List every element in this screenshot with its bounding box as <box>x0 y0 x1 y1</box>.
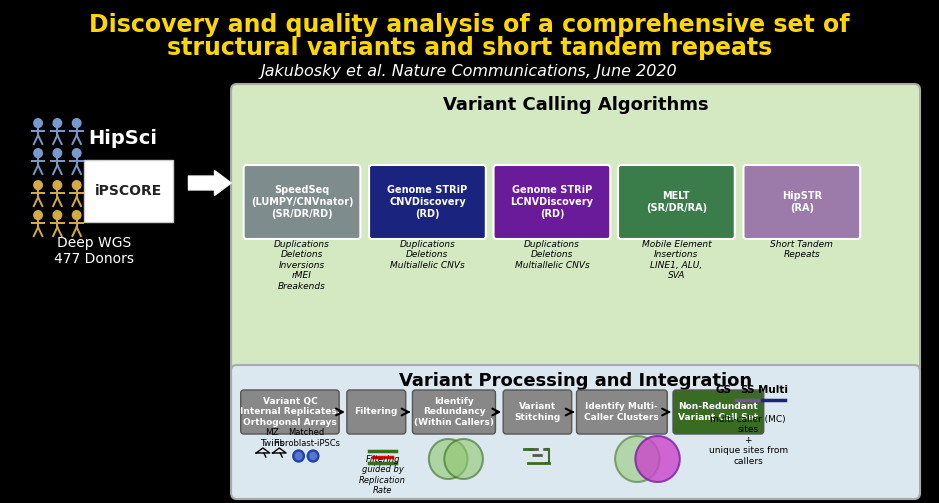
FancyBboxPatch shape <box>85 160 173 222</box>
Text: HipSci: HipSci <box>88 128 158 147</box>
FancyBboxPatch shape <box>494 165 610 239</box>
Text: Variant QC
Internal Replicates,
Orthogonal Arrays: Variant QC Internal Replicates, Orthogon… <box>239 397 340 427</box>
Circle shape <box>295 453 302 460</box>
Text: Genome STRiP
LCNVDiscovery
(RD): Genome STRiP LCNVDiscovery (RD) <box>511 186 593 219</box>
Circle shape <box>54 119 62 127</box>
FancyBboxPatch shape <box>240 390 339 434</box>
Text: GS: GS <box>716 385 731 395</box>
FancyBboxPatch shape <box>503 390 572 434</box>
FancyBboxPatch shape <box>369 165 485 239</box>
FancyBboxPatch shape <box>744 165 860 239</box>
Circle shape <box>34 181 42 190</box>
Circle shape <box>54 211 62 219</box>
Text: Variant
Stitching: Variant Stitching <box>515 402 561 422</box>
Circle shape <box>310 453 316 460</box>
FancyBboxPatch shape <box>673 390 763 434</box>
Circle shape <box>54 149 62 157</box>
FancyBboxPatch shape <box>577 390 668 434</box>
Text: Identify Multi-
Caller Clusters: Identify Multi- Caller Clusters <box>584 402 659 422</box>
Text: Multi: Multi <box>759 385 789 395</box>
Text: Mobile Element
Insertions
LINE1, ALU,
SVA: Mobile Element Insertions LINE1, ALU, SV… <box>641 240 711 280</box>
Text: Filtering: Filtering <box>355 407 398 416</box>
Text: HipSTR
(RA): HipSTR (RA) <box>782 191 822 213</box>
FancyBboxPatch shape <box>231 84 920 374</box>
Circle shape <box>34 211 42 219</box>
Text: Variant Processing and Integration: Variant Processing and Integration <box>399 372 752 390</box>
Text: MELT
(SR/DR/RA): MELT (SR/DR/RA) <box>646 191 707 213</box>
Text: Discovery and quality analysis of a comprehensive set of: Discovery and quality analysis of a comp… <box>89 13 850 37</box>
FancyBboxPatch shape <box>618 165 735 239</box>
Text: multi-caller (MC)
sites
+
unique sites from
callers: multi-caller (MC) sites + unique sites f… <box>709 415 788 466</box>
FancyBboxPatch shape <box>243 165 361 239</box>
Text: iPSCORE: iPSCORE <box>95 184 162 198</box>
Circle shape <box>293 450 304 462</box>
Circle shape <box>34 119 42 127</box>
FancyArrowPatch shape <box>189 171 231 196</box>
Text: Filtering
guided by
Replication
Rate: Filtering guided by Replication Rate <box>359 455 406 495</box>
Text: Deep WGS
477 Donors: Deep WGS 477 Donors <box>54 236 134 266</box>
Circle shape <box>72 211 81 219</box>
Circle shape <box>307 450 319 462</box>
Text: Duplications
Deletions
Multiallelic CNVs: Duplications Deletions Multiallelic CNVs <box>390 240 465 270</box>
Polygon shape <box>429 439 468 479</box>
Text: Short Tandem
Repeats: Short Tandem Repeats <box>770 240 833 260</box>
Text: structural variants and short tandem repeats: structural variants and short tandem rep… <box>167 36 772 60</box>
Text: SpeedSeq
(LUMPY/CNVnator)
(SR/DR/RD): SpeedSeq (LUMPY/CNVnator) (SR/DR/RD) <box>251 186 353 219</box>
Text: Matched
Fibroblast-iPSCs: Matched Fibroblast-iPSCs <box>273 428 340 448</box>
Text: Duplications
Deletions
Inversions
rMEI
Breakends: Duplications Deletions Inversions rMEI B… <box>274 240 330 291</box>
Text: Duplications
Deletions
Multiallelic CNVs: Duplications Deletions Multiallelic CNVs <box>515 240 590 270</box>
Circle shape <box>72 181 81 190</box>
Text: Jakubosky et al. Nature Communications, June 2020: Jakubosky et al. Nature Communications, … <box>261 63 678 78</box>
Circle shape <box>72 119 81 127</box>
Text: Variant Calling Algorithms: Variant Calling Algorithms <box>442 96 708 114</box>
Text: MZ
Twins: MZ Twins <box>260 428 285 448</box>
Circle shape <box>54 181 62 190</box>
Polygon shape <box>444 439 483 479</box>
Text: SS: SS <box>740 385 755 395</box>
Polygon shape <box>615 436 659 482</box>
FancyBboxPatch shape <box>412 390 496 434</box>
Text: Genome STRiP
CNVDiscovery
(RD): Genome STRiP CNVDiscovery (RD) <box>387 186 468 219</box>
FancyBboxPatch shape <box>346 390 406 434</box>
Text: Identify
Redundancy
(Within Callers): Identify Redundancy (Within Callers) <box>414 397 494 427</box>
Circle shape <box>34 149 42 157</box>
Circle shape <box>72 149 81 157</box>
FancyBboxPatch shape <box>231 365 920 499</box>
Text: Non-Redundant
Variant Call-Set: Non-Redundant Variant Call-Set <box>678 402 759 422</box>
Polygon shape <box>636 436 680 482</box>
